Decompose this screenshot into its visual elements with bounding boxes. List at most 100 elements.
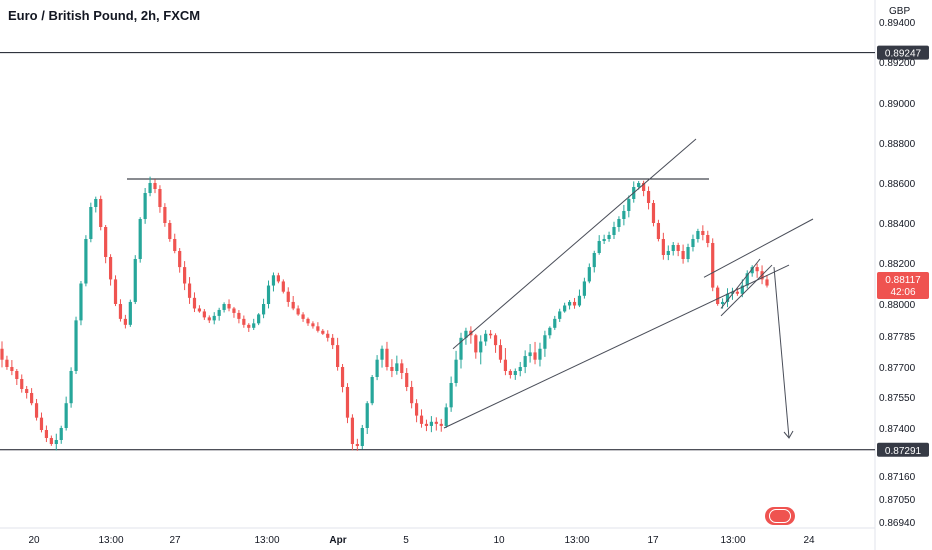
candle xyxy=(745,273,749,286)
projection-arrow-head xyxy=(783,430,794,439)
candle xyxy=(173,239,177,251)
trendline-channel-lower xyxy=(443,264,790,429)
candle xyxy=(405,373,409,387)
candle xyxy=(5,359,9,367)
y-tick-label: 0.87400 xyxy=(879,424,916,435)
candle xyxy=(227,304,231,309)
candle xyxy=(64,403,68,428)
candle xyxy=(400,363,404,373)
candle xyxy=(558,311,562,319)
candle xyxy=(592,253,596,268)
candle xyxy=(360,428,364,446)
candle xyxy=(607,235,611,239)
candle xyxy=(572,301,577,306)
candle xyxy=(217,309,221,316)
currency-label: GBP xyxy=(889,6,911,17)
candle xyxy=(577,295,582,306)
candle xyxy=(326,333,330,338)
x-tick-label: 17 xyxy=(647,535,659,546)
candle xyxy=(681,251,685,259)
candle xyxy=(637,183,641,187)
candle xyxy=(311,323,315,327)
level-badge xyxy=(877,442,929,457)
candle xyxy=(503,359,508,371)
candle xyxy=(118,304,123,319)
y-tick-label: 0.87700 xyxy=(879,363,916,374)
candle xyxy=(49,438,53,444)
y-tick-label: 0.88200 xyxy=(879,259,916,270)
candle xyxy=(148,183,152,193)
candle xyxy=(385,348,389,367)
candle xyxy=(266,285,271,304)
candle xyxy=(128,301,132,325)
x-tick-label: 13:00 xyxy=(98,535,123,546)
candle xyxy=(706,235,710,243)
x-tick-label: 20 xyxy=(28,535,40,546)
candle xyxy=(187,283,192,298)
candle xyxy=(178,251,182,268)
candle xyxy=(716,287,720,304)
candle xyxy=(711,243,715,288)
candle xyxy=(750,267,754,274)
candle xyxy=(192,297,197,309)
chart-title: Euro / British Pound, 2h, FXCM xyxy=(8,8,201,23)
candle xyxy=(252,323,256,328)
candle xyxy=(276,275,280,282)
y-tick-label: 0.87550 xyxy=(879,393,916,404)
candle xyxy=(553,318,557,328)
candle xyxy=(627,199,631,211)
current-price-label: 0.88117 xyxy=(885,275,921,286)
candle xyxy=(44,430,49,438)
candle xyxy=(498,345,503,360)
candle xyxy=(20,379,24,389)
candle xyxy=(740,285,744,294)
candle xyxy=(74,320,78,371)
candle xyxy=(345,387,350,418)
candle xyxy=(25,389,29,393)
candle xyxy=(261,304,266,315)
candle xyxy=(350,417,355,444)
candle xyxy=(207,317,211,321)
candle xyxy=(113,279,118,304)
candle xyxy=(296,308,300,315)
candle xyxy=(661,239,665,255)
candle xyxy=(153,183,157,189)
candle xyxy=(548,327,552,336)
logo-icon xyxy=(769,509,791,523)
candle xyxy=(301,314,305,319)
candle xyxy=(321,330,325,334)
candle xyxy=(646,191,651,203)
candle xyxy=(518,367,522,371)
candle xyxy=(143,193,147,219)
candle xyxy=(212,315,216,321)
candle xyxy=(419,415,424,424)
candle xyxy=(123,318,127,325)
candle xyxy=(449,383,453,408)
candle xyxy=(464,330,468,338)
y-tick-label: 0.87785 xyxy=(879,332,916,343)
y-tick-label: 0.89400 xyxy=(879,18,916,29)
candle xyxy=(168,223,172,239)
candle xyxy=(202,311,206,318)
candle xyxy=(686,247,690,259)
candle xyxy=(602,239,606,241)
candle xyxy=(666,251,670,255)
candle xyxy=(454,359,458,383)
current-price-badge xyxy=(877,272,929,300)
candle xyxy=(286,291,290,302)
candle xyxy=(691,239,695,247)
candle xyxy=(291,301,295,309)
candle xyxy=(725,293,730,302)
candle xyxy=(99,199,103,227)
candle xyxy=(523,356,527,367)
candle xyxy=(59,428,63,440)
candle xyxy=(69,371,73,404)
candle xyxy=(696,231,700,239)
candle xyxy=(108,257,113,280)
candle xyxy=(104,227,108,257)
x-tick-label: Apr xyxy=(329,535,346,546)
candle xyxy=(508,371,512,375)
candle xyxy=(414,403,419,416)
